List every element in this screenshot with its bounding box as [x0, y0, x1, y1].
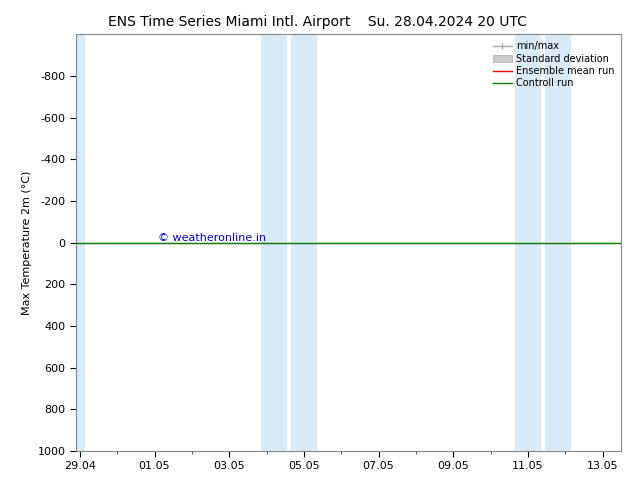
Text: © weatheronline.in: © weatheronline.in — [158, 233, 266, 243]
Bar — [291, 34, 317, 451]
Bar — [515, 34, 541, 451]
Legend: min/max, Standard deviation, Ensemble mean run, Controll run: min/max, Standard deviation, Ensemble me… — [491, 39, 616, 90]
Bar — [545, 34, 571, 451]
Y-axis label: Max Temperature 2m (°C): Max Temperature 2m (°C) — [22, 171, 32, 315]
Bar — [76, 34, 86, 451]
Bar — [261, 34, 287, 451]
Text: ENS Time Series Miami Intl. Airport    Su. 28.04.2024 20 UTC: ENS Time Series Miami Intl. Airport Su. … — [108, 15, 526, 29]
